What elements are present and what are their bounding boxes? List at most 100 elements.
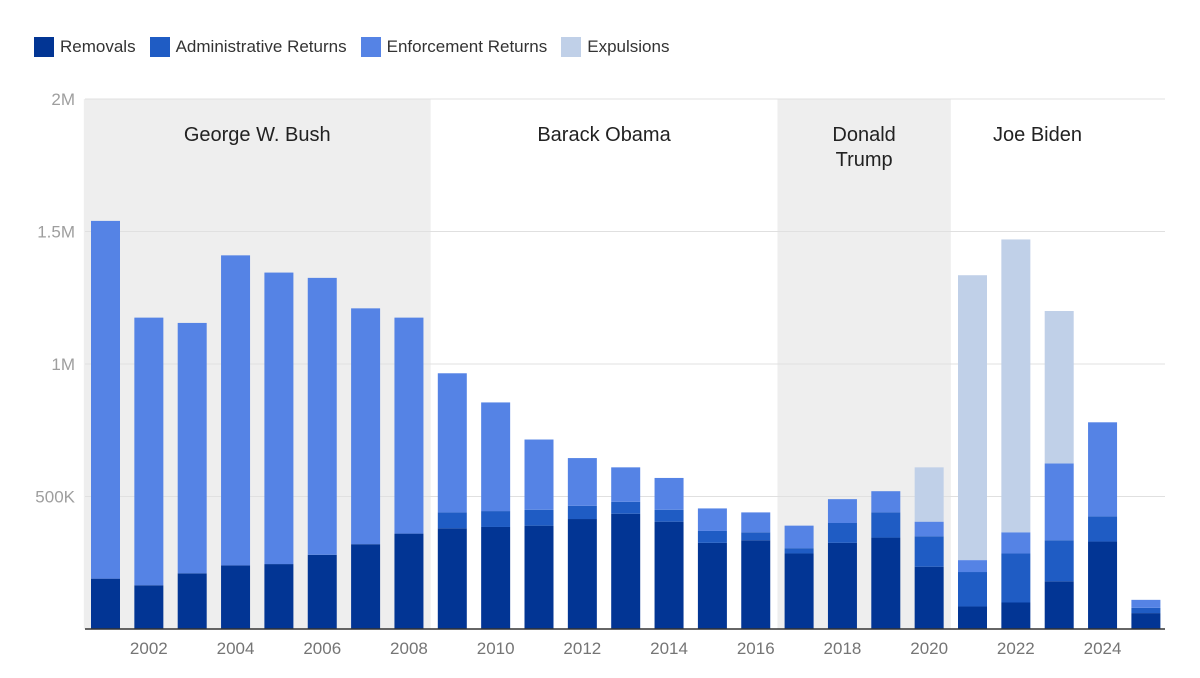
bar-removals-2024 <box>1088 541 1118 629</box>
bar-expulsions-2021 <box>958 275 987 561</box>
bar-removals-2017 <box>784 553 814 629</box>
bar-removals-2020 <box>914 566 944 629</box>
bar-enforcement-returns-2020 <box>914 521 944 537</box>
legend-item-removals: Removals <box>34 37 136 57</box>
legend-item-administrative-returns: Administrative Returns <box>149 37 347 57</box>
bar-enforcement-returns-2006 <box>307 277 337 555</box>
bar-removals-2019 <box>871 537 901 629</box>
bar-administrative-returns-2015 <box>697 530 727 543</box>
bar-enforcement-returns-2003 <box>177 322 207 574</box>
bar-enforcement-returns-2004 <box>221 255 251 566</box>
x-tick-label: 2022 <box>997 639 1035 658</box>
bar-removals-2013 <box>611 513 641 629</box>
x-tick-label: 2018 <box>824 639 862 658</box>
bar-enforcement-returns-2018 <box>827 499 857 523</box>
bar-removals-2001 <box>91 578 120 629</box>
legend-label-removals: Removals <box>60 37 136 56</box>
bar-enforcement-returns-2007 <box>351 308 381 545</box>
legend-swatch-administrative-returns <box>149 37 170 57</box>
bar-administrative-returns-2009 <box>437 512 467 529</box>
era-label: George W. Bush <box>184 124 331 146</box>
era-label: Barack Obama <box>537 124 671 146</box>
bar-enforcement-returns-2005 <box>264 272 294 565</box>
bar-removals-2009 <box>437 528 467 629</box>
bar-enforcement-returns-2013 <box>611 467 641 502</box>
bar-administrative-returns-2011 <box>524 509 554 526</box>
legend-label-enforcement-returns: Enforcement Returns <box>386 37 548 56</box>
bar-enforcement-returns-2017 <box>784 525 814 549</box>
bar-enforcement-returns-2015 <box>697 508 727 531</box>
bar-administrative-returns-2010 <box>481 511 511 527</box>
bar-enforcement-returns-2016 <box>741 512 771 533</box>
bar-removals-2022 <box>1001 602 1031 629</box>
bar-enforcement-returns-2014 <box>654 477 684 510</box>
bar-administrative-returns-2016 <box>741 532 771 541</box>
bar-enforcement-returns-2002 <box>134 317 164 586</box>
bar-removals-2021 <box>958 606 987 629</box>
legend-item-expulsions: Expulsions <box>561 37 669 57</box>
bar-administrative-returns-2022 <box>1001 553 1031 603</box>
x-tick-label: 2004 <box>217 639 255 658</box>
bar-administrative-returns-2018 <box>827 523 857 543</box>
bar-enforcement-returns-2021 <box>958 560 987 573</box>
x-tick-label: 2010 <box>477 639 515 658</box>
y-tick-label: 1M <box>51 355 75 374</box>
bar-removals-2007 <box>351 544 381 629</box>
bar-removals-2006 <box>307 554 337 629</box>
bar-enforcement-returns-2012 <box>567 458 597 506</box>
bar-administrative-returns-2021 <box>958 572 987 607</box>
x-tick-label: 2020 <box>910 639 948 658</box>
bar-removals-2004 <box>221 565 251 629</box>
x-tick-label: 2014 <box>650 639 688 658</box>
legend-swatch-expulsions <box>561 37 582 57</box>
bar-enforcement-returns-2019 <box>871 491 901 513</box>
bar-enforcement-returns-2008 <box>394 317 424 534</box>
bar-removals-2008 <box>394 533 424 629</box>
y-tick-label: 1.5M <box>37 223 75 242</box>
bar-enforcement-returns-2001 <box>91 220 120 579</box>
bar-expulsions-2020 <box>914 467 944 522</box>
bar-expulsions-2022 <box>1001 239 1031 533</box>
bar-expulsions-2023 <box>1044 311 1074 464</box>
bar-administrative-returns-2014 <box>654 509 684 522</box>
bar-administrative-returns-2020 <box>914 536 944 567</box>
bar-removals-2015 <box>697 542 727 629</box>
x-tick-label: 2016 <box>737 639 775 658</box>
bar-removals-2025 <box>1131 613 1161 629</box>
bar-enforcement-returns-2024 <box>1088 422 1118 517</box>
bar-administrative-returns-2024 <box>1088 516 1118 542</box>
bar-enforcement-returns-2011 <box>524 439 554 510</box>
bar-enforcement-returns-2010 <box>481 402 511 512</box>
bar-enforcement-returns-2025 <box>1131 599 1161 608</box>
legend-label-expulsions: Expulsions <box>587 37 670 56</box>
bar-removals-2011 <box>524 525 554 629</box>
bar-administrative-returns-2023 <box>1044 540 1074 582</box>
legend-swatch-enforcement-returns <box>360 37 381 57</box>
x-tick-label: 2008 <box>390 639 428 658</box>
era-label: Donald <box>832 124 895 146</box>
bar-removals-2018 <box>827 542 857 629</box>
bar-administrative-returns-2019 <box>871 512 901 538</box>
y-tick-label: 2M <box>51 90 75 109</box>
bar-removals-2023 <box>1044 581 1074 629</box>
bar-removals-2003 <box>177 573 207 629</box>
x-tick-label: 2024 <box>1084 639 1122 658</box>
era-label: Trump <box>836 149 893 171</box>
bar-administrative-returns-2013 <box>611 501 641 514</box>
bar-administrative-returns-2017 <box>784 548 814 554</box>
bar-enforcement-returns-2023 <box>1044 463 1074 541</box>
x-tick-label: 2002 <box>130 639 168 658</box>
bar-removals-2010 <box>481 526 511 629</box>
bar-removals-2012 <box>567 519 597 629</box>
bar-administrative-returns-2012 <box>567 505 597 520</box>
legend-label-administrative-returns: Administrative Returns <box>175 37 347 56</box>
y-tick-label: 500K <box>35 488 75 507</box>
bar-enforcement-returns-2009 <box>437 373 467 513</box>
era-label: Joe Biden <box>993 124 1082 146</box>
legend-swatch-removals <box>34 37 54 57</box>
bar-removals-2014 <box>654 521 684 629</box>
x-tick-label: 2012 <box>563 639 601 658</box>
bar-enforcement-returns-2022 <box>1001 532 1031 554</box>
